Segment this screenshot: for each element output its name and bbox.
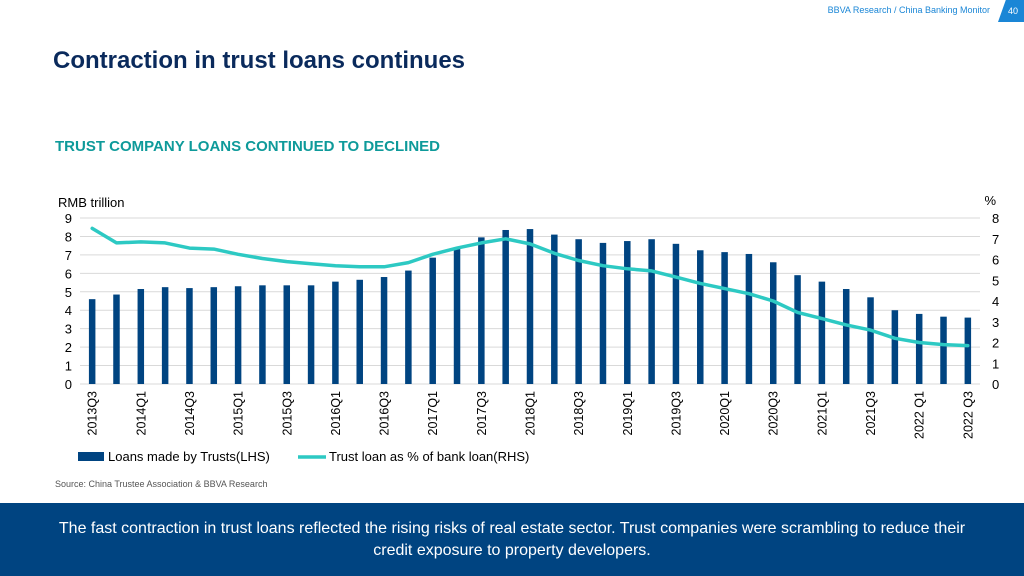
left-tick-label: 7 (65, 248, 72, 263)
left-tick-label: 3 (65, 322, 72, 337)
right-tick-label: 6 (992, 253, 999, 268)
bar (721, 252, 728, 384)
line-series (90, 226, 970, 348)
right-tick-label: 0 (992, 377, 999, 392)
page-title: Contraction in trust loans continues (53, 47, 466, 74)
bar (940, 316, 947, 384)
left-tick-label: 4 (65, 303, 72, 318)
left-tick-label: 1 (65, 359, 72, 374)
bar (429, 257, 436, 384)
bar (478, 237, 485, 384)
bar (405, 270, 412, 384)
chart-subtitle: TRUST COMPANY LOANS CONTINUED TO DECLINE… (55, 138, 441, 155)
chart-container: RMB trillion% 0 1 2 3 4 5 6 7 8 9 0 1 2 3 4 5 6 7 8 2013Q3 20… (50, 188, 1010, 478)
bar (453, 247, 461, 384)
bar (867, 297, 874, 384)
left-tick-label: 2 (65, 340, 72, 355)
x-tick-label: 2013Q3 (86, 391, 100, 436)
bar (842, 289, 850, 384)
x-tick-label: 2020Q3 (767, 391, 781, 436)
footer-text: The fast contraction in trust loans refl… (58, 519, 966, 559)
bar (380, 277, 388, 384)
x-tick-label: 2019Q1 (621, 391, 635, 436)
bar (186, 288, 193, 384)
left-axis-title: RMB trillion (58, 195, 124, 210)
right-tick-label: 2 (992, 336, 999, 351)
left-tick-label: 9 (65, 211, 72, 226)
right-tick-label: 7 (992, 232, 999, 247)
bar (575, 239, 582, 384)
x-tick-label: 2016Q1 (329, 391, 343, 436)
x-tick-label: 2018Q1 (524, 391, 538, 436)
left-tick-label: 6 (65, 266, 72, 281)
x-tick-label: 2014Q1 (134, 391, 148, 436)
bar (88, 299, 96, 384)
bar (648, 239, 655, 384)
bar (234, 286, 242, 384)
x-tick-label: 2020Q1 (718, 391, 732, 436)
bar (307, 285, 315, 384)
x-tick-label: 2015Q1 (232, 391, 246, 436)
right-tick-label: 5 (992, 273, 999, 288)
bar (551, 234, 558, 384)
bar (697, 250, 704, 384)
bar (137, 289, 145, 384)
bar (745, 253, 753, 384)
page-number-badge: 40 (998, 0, 1024, 22)
x-tick-label: 2014Q3 (183, 391, 197, 436)
bar (818, 281, 826, 384)
right-axis-title: % (984, 193, 996, 208)
chart-svg: RMB trillion % 0 1 2 3 4 5 6 7 8 9 0 1 2 3 4 5 6 7 8 2013Q3 20… (58, 193, 999, 464)
bar (672, 243, 680, 384)
right-tick-label: 3 (992, 315, 999, 330)
bar (915, 313, 923, 384)
left-tick-label: 8 (65, 229, 72, 244)
bar (794, 275, 801, 384)
bar (210, 287, 218, 384)
bar (624, 241, 631, 384)
bar (526, 229, 534, 384)
x-tick-label: 2018Q3 (572, 391, 586, 436)
x-tick-label: 2022 Q1 (913, 391, 927, 439)
x-tick-label: 2021Q3 (864, 391, 878, 436)
bar (332, 281, 339, 384)
x-tick-label: 2019Q3 (669, 391, 683, 436)
x-tick-label: 2017Q1 (426, 391, 440, 436)
bar (283, 285, 291, 384)
bar (599, 242, 607, 384)
x-tick-label: 2021Q1 (815, 391, 829, 436)
bar (964, 317, 972, 384)
right-tick-label: 4 (992, 294, 999, 309)
x-tick-label: 2017Q3 (475, 391, 489, 436)
footer-banner: The fast contraction in trust loans refl… (0, 503, 1024, 576)
bar (769, 262, 777, 384)
legend-bar-label: Loans made by Trusts(LHS) (108, 449, 270, 464)
bar (356, 279, 363, 384)
x-tick-label: 2022 Q3 (961, 391, 975, 439)
x-tick-label: 2016Q3 (378, 391, 392, 436)
bar (891, 310, 899, 384)
x-tick-label: 2015Q3 (280, 391, 294, 436)
left-tick-label: 0 (65, 377, 72, 392)
legend-bar-swatch (78, 452, 104, 461)
source-note: Source: China Trustee Association & BBVA… (55, 479, 268, 489)
header-source-label: BBVA Research / China Banking Monitor (827, 5, 990, 15)
right-tick-label: 1 (992, 356, 999, 371)
bar (113, 294, 120, 384)
bar (502, 229, 509, 384)
right-tick-label: 8 (992, 211, 999, 226)
left-tick-label: 5 (65, 285, 72, 300)
bar (259, 285, 266, 384)
bar (161, 287, 169, 384)
legend-line-label: Trust loan as % of bank loan(RHS) (329, 449, 529, 464)
